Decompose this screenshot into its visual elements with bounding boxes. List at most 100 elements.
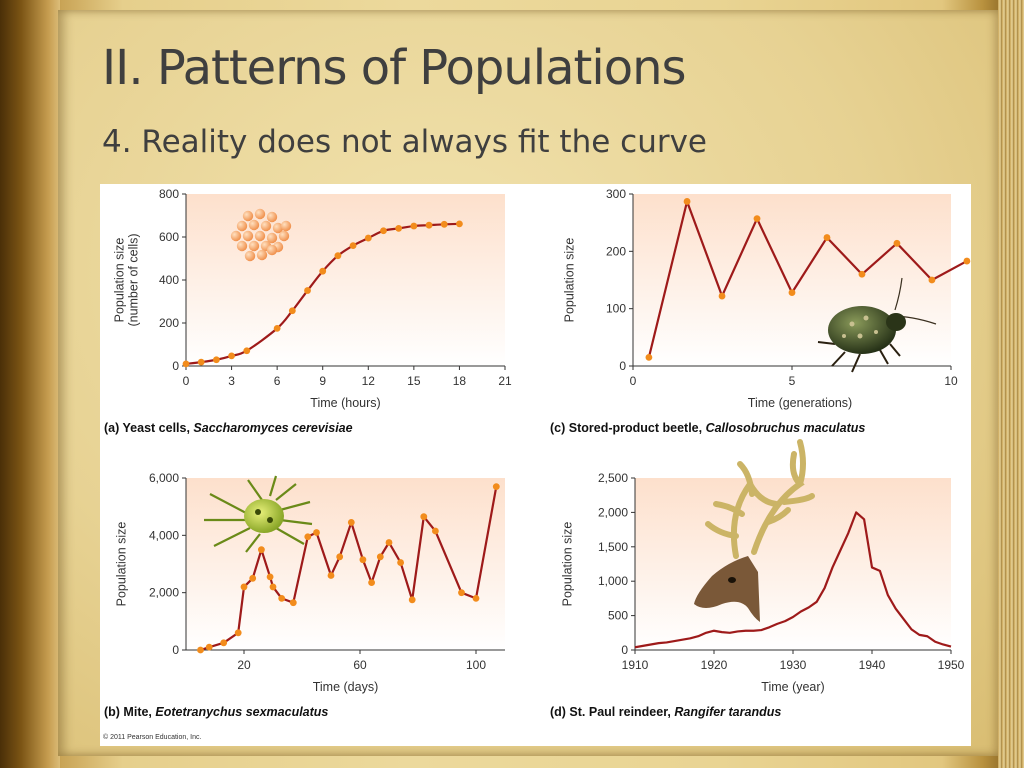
data-point [197, 646, 204, 654]
data-point [893, 239, 901, 247]
x-tick-label: 15 [407, 374, 421, 388]
chart-b: 0 2,000 4,000 6,000 20 60 100 Time (days) Popula… [104, 471, 505, 719]
data-point [273, 324, 281, 332]
yeast-cell [266, 211, 278, 223]
y-tick-label: 0 [619, 359, 626, 373]
data-point [718, 292, 726, 300]
plot-area [635, 478, 951, 650]
x-axis-label: Time (days) [313, 680, 379, 694]
data-point [269, 583, 277, 591]
yeast-cell [280, 220, 292, 232]
slide-subtitle: 4. Reality does not always fit the curve [102, 124, 707, 160]
y-tick-label: 2,500 [598, 471, 628, 485]
data-point [376, 553, 384, 561]
data-point [319, 267, 327, 275]
data-point [197, 358, 205, 366]
yeast-cells-icon [230, 208, 292, 262]
y-tick-label: 6,000 [149, 471, 179, 485]
data-point [347, 519, 355, 526]
y-tick-label: 2,000 [598, 505, 628, 519]
y-tick-label: 100 [606, 302, 626, 316]
x-tick-label: 6 [274, 374, 281, 388]
y-tick-label: 800 [159, 187, 179, 201]
y-tick-label: 4,000 [149, 528, 179, 542]
slide-title: II. Patterns of Populations [102, 40, 686, 96]
data-point [304, 533, 312, 541]
book-page-edges [998, 0, 1024, 768]
data-point [258, 546, 265, 554]
y-tick-label: 2,000 [149, 586, 179, 600]
data-point [823, 234, 831, 241]
x-tick-label: 1950 [938, 658, 965, 672]
x-tick-label: 0 [630, 374, 637, 388]
data-point [432, 527, 439, 535]
data-point [313, 529, 320, 536]
data-point [928, 276, 936, 284]
data-point [380, 227, 387, 235]
y-tick-label: 0 [172, 643, 179, 657]
x-tick-label: 10 [944, 374, 958, 388]
yeast-cell [242, 230, 254, 242]
yeast-cell [260, 220, 272, 232]
y-tick-label: 400 [159, 273, 179, 287]
y-tick-label: 0 [172, 359, 179, 373]
data-point [645, 354, 653, 361]
yeast-cell [256, 249, 268, 261]
book-spine [0, 0, 60, 768]
data-point [266, 573, 274, 581]
y-tick-label: 0 [621, 643, 628, 657]
data-point [212, 356, 220, 364]
x-tick-label: 60 [353, 658, 367, 672]
data-point [385, 539, 393, 546]
copyright-text: © 2011 Pearson Education, Inc. [103, 733, 201, 741]
yeast-cell [236, 220, 248, 232]
yeast-cell [272, 222, 284, 234]
yeast-cell [266, 244, 278, 256]
data-point [440, 220, 448, 228]
yeast-cell [242, 210, 254, 222]
x-tick-label: 100 [466, 658, 486, 672]
chart-caption: (c) Stored-product beetle, Callosobruchu… [550, 421, 865, 435]
plot-area [186, 478, 505, 650]
data-point [334, 252, 342, 260]
y-tick-label: 1,500 [598, 540, 628, 554]
yeast-cell [254, 230, 266, 242]
x-axis-label: Time (generations) [748, 396, 852, 410]
data-point [240, 583, 248, 591]
chart-d: 0 500 1,000 1,500 2,000 2,500 1910 1920 1930 1940… [550, 471, 965, 719]
yeast-cell [266, 232, 278, 244]
data-point [458, 589, 465, 597]
y-tick-label: 300 [606, 187, 626, 201]
data-point [289, 599, 297, 607]
yeast-cell [236, 240, 248, 252]
y-axis-label: Population size [114, 522, 128, 607]
data-point [359, 556, 367, 564]
x-tick-label: 5 [789, 374, 796, 388]
chart-caption: (a) Yeast cells, Saccharomyces cerevisia… [104, 421, 353, 435]
yeast-cell [278, 230, 290, 242]
data-point [408, 596, 416, 604]
y-axis-label: Population size [562, 238, 576, 323]
x-tick-label: 0 [183, 374, 190, 388]
x-tick-label: 21 [498, 374, 512, 388]
data-point [243, 347, 251, 355]
data-point [182, 360, 190, 368]
data-point [858, 270, 866, 278]
chart-caption: (d) St. Paul reindeer, Rangifer tarandus [550, 705, 781, 719]
reindeer-icon [694, 439, 815, 622]
chart-caption: (b) Mite, Eotetranychus sexmaculatus [104, 705, 328, 719]
data-point [683, 198, 691, 205]
plot-area [186, 194, 505, 366]
x-tick-label: 12 [362, 374, 376, 388]
y-tick-label: 600 [159, 230, 179, 244]
y-tick-label: 200 [606, 244, 626, 258]
y-axis-label: Population size [112, 238, 126, 323]
x-axis-label: Time (year) [761, 680, 824, 694]
x-tick-label: 9 [319, 374, 326, 388]
data-point [753, 215, 761, 223]
y-axis-label: Population size [560, 522, 574, 607]
x-tick-label: 1930 [780, 658, 807, 672]
yeast-cell [244, 250, 256, 262]
x-axis-label: Time (hours) [310, 396, 380, 410]
